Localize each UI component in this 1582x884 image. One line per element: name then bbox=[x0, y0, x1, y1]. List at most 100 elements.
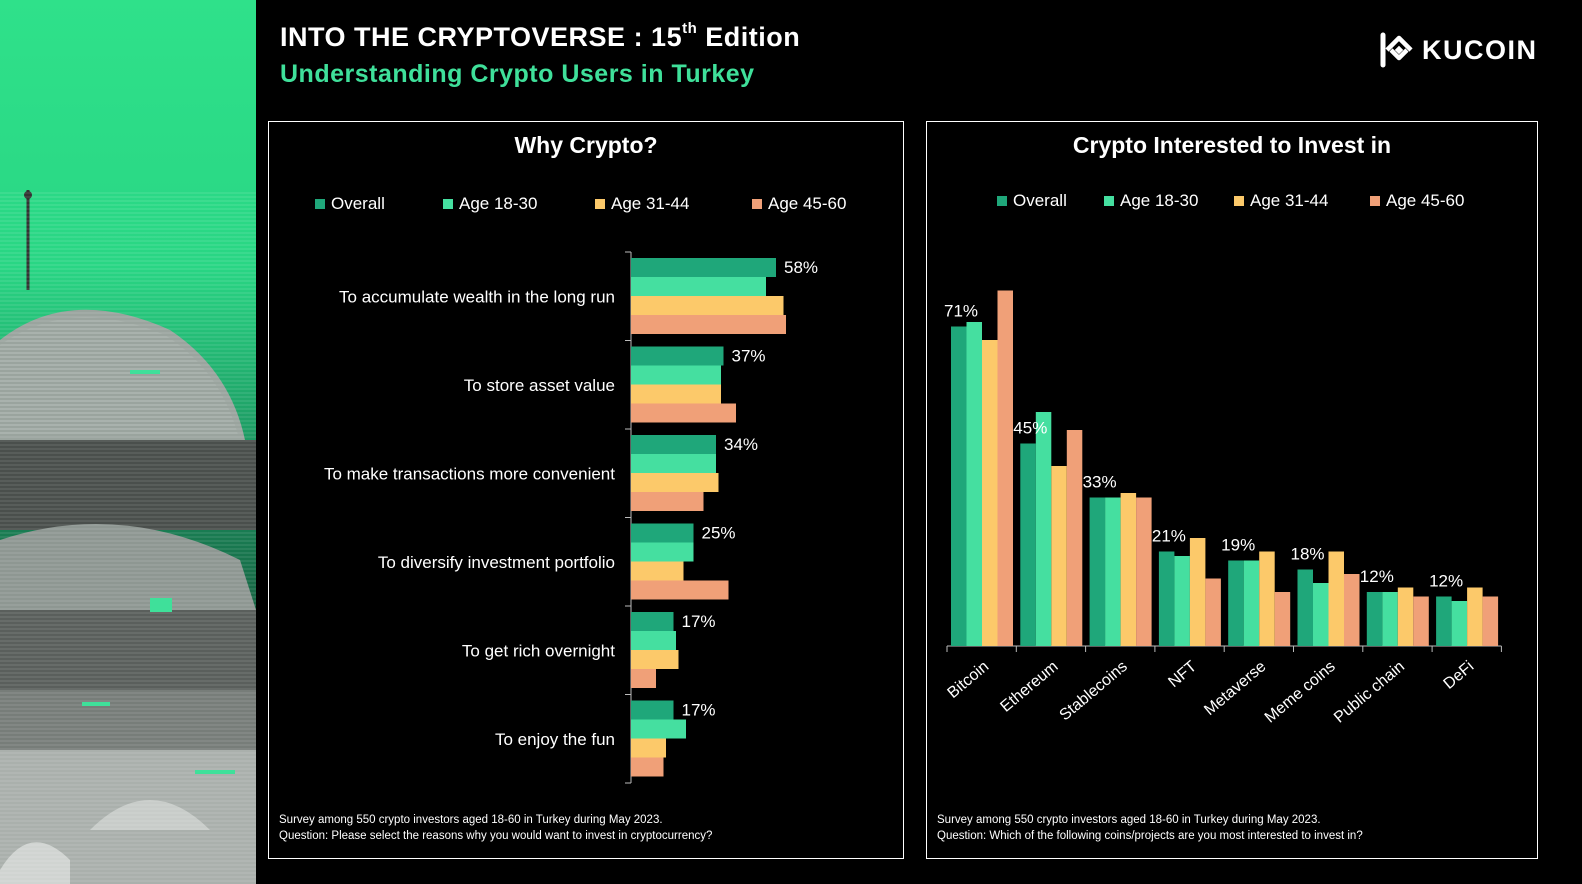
legend-item-age-45-60: Age 45-60 bbox=[1370, 191, 1464, 211]
bar-age-18-30-defi bbox=[1451, 601, 1468, 646]
data-label-bitcoin: 71% bbox=[944, 302, 978, 321]
bar-age-18-30-to-enjoy-the-fun bbox=[631, 719, 686, 739]
legend-swatch-overall bbox=[997, 196, 1007, 206]
bar-age-31-44-to-make-transactions-more-convenient bbox=[631, 473, 719, 492]
legend-item-age-18-30: Age 18-30 bbox=[1104, 191, 1234, 211]
bar-age-45-60-to-get-rich-overnight bbox=[631, 669, 656, 688]
kucoin-logo-icon bbox=[1380, 32, 1413, 68]
bar-age-45-60-to-store-asset-value bbox=[631, 403, 736, 423]
legend-label-age-31-44: Age 31-44 bbox=[611, 194, 690, 213]
why-crypto-panel: Why Crypto? Overall Age 18-30 Age 31-44 … bbox=[268, 121, 904, 859]
bar-age-18-30-to-store-asset-value bbox=[631, 365, 721, 385]
mosque-illustration bbox=[0, 190, 256, 884]
bar-age-18-30-nft bbox=[1174, 556, 1190, 646]
legend-label-age-18-30: Age 18-30 bbox=[1120, 191, 1199, 210]
bar-age-18-30-public-chain bbox=[1382, 592, 1398, 646]
decorative-mosque-image bbox=[0, 0, 256, 884]
legend-item-age-18-30: Age 18-30 bbox=[443, 194, 595, 214]
bar-overall-ethereum bbox=[1020, 443, 1036, 646]
bar-age-45-60-to-diversify-investment-portfolio bbox=[631, 580, 729, 600]
data-label-public-chain: 12% bbox=[1360, 567, 1394, 586]
kucoin-logo: KUCOIN bbox=[1380, 32, 1538, 68]
bar-overall-public-chain bbox=[1366, 592, 1383, 646]
invest-interest-chart: 71% Bitcoin 45% Ethereum 33% Stablecoins 21% NF… bbox=[944, 290, 1502, 727]
legend-swatch-age-18-30 bbox=[1104, 196, 1114, 206]
legend-swatch-age-31-44 bbox=[1234, 196, 1244, 206]
bar-overall-defi bbox=[1436, 596, 1452, 646]
bar-age-31-44-meme-coins bbox=[1328, 551, 1344, 646]
bar-age-31-44-to-diversify-investment-portfolio bbox=[631, 561, 684, 581]
data-label-to-enjoy-the-fun: 17% bbox=[682, 701, 716, 720]
bar-overall-to-get-rich-overnight bbox=[631, 612, 674, 631]
category-label-to-make-transactions-more-convenient: To make transactions more convenient bbox=[324, 464, 615, 483]
bar-age-45-60-to-make-transactions-more-convenient bbox=[631, 492, 704, 511]
bar-age-18-30-metaverse bbox=[1243, 560, 1260, 646]
bar-age-45-60-meme-coins bbox=[1344, 574, 1360, 646]
category-label-to-accumulate-wealth-in-the-long-run: To accumulate wealth in the long run bbox=[339, 287, 615, 306]
data-label-metaverse: 19% bbox=[1221, 536, 1255, 555]
why-crypto-legend: Overall Age 18-30 Age 31-44 Age 45-60 bbox=[315, 194, 846, 214]
bar-overall-to-enjoy-the-fun bbox=[631, 700, 674, 720]
category-label-to-enjoy-the-fun: To enjoy the fun bbox=[495, 730, 615, 749]
bar-age-18-30-to-make-transactions-more-convenient bbox=[631, 454, 716, 473]
bar-age-31-44-nft bbox=[1189, 538, 1206, 646]
bar-age-45-60-ethereum bbox=[1066, 430, 1083, 646]
bar-age-18-30-bitcoin bbox=[966, 322, 982, 646]
bar-age-31-44-metaverse bbox=[1259, 551, 1275, 646]
bar-age-31-44-to-get-rich-overnight bbox=[631, 650, 679, 669]
legend-swatch-age-18-30 bbox=[443, 199, 453, 209]
data-label-to-make-transactions-more-convenient: 34% bbox=[724, 435, 758, 454]
bar-age-18-30-to-accumulate-wealth-in-the-long-run bbox=[631, 277, 766, 296]
legend-swatch-age-31-44 bbox=[595, 199, 605, 209]
category-label-to-get-rich-overnight: To get rich overnight bbox=[462, 641, 615, 660]
title-main: INTO THE CRYPTOVERSE : 15 bbox=[280, 22, 683, 52]
bar-age-18-30-meme-coins bbox=[1313, 583, 1329, 646]
category-label-public-chain: Public chain bbox=[1331, 658, 1408, 726]
legend-item-age-31-44: Age 31-44 bbox=[595, 194, 752, 214]
why-crypto-note-question: Question: Please select the reasons why … bbox=[279, 830, 713, 842]
data-label-nft: 21% bbox=[1152, 527, 1186, 546]
legend-item-overall: Overall bbox=[997, 191, 1104, 211]
category-label-nft: NFT bbox=[1165, 658, 1200, 691]
page-title: INTO THE CRYPTOVERSE : 15th Edition bbox=[280, 20, 801, 53]
bar-age-18-30-to-diversify-investment-portfolio bbox=[631, 542, 694, 562]
bar-age-45-60-bitcoin bbox=[997, 290, 1013, 646]
data-label-ethereum: 45% bbox=[1013, 419, 1047, 438]
bar-age-45-60-public-chain bbox=[1413, 596, 1429, 646]
data-label-to-store-asset-value: 37% bbox=[732, 347, 766, 366]
data-label-to-diversify-investment-portfolio: 25% bbox=[702, 524, 736, 543]
why-crypto-footnote: Survey among 550 crypto investors aged 1… bbox=[279, 812, 712, 844]
invest-interest-footnote: Survey among 550 crypto investors aged 1… bbox=[937, 812, 1363, 844]
bar-overall-to-make-transactions-more-convenient bbox=[631, 435, 716, 454]
legend-item-overall: Overall bbox=[315, 194, 443, 214]
bar-age-18-30-to-get-rich-overnight bbox=[631, 631, 676, 650]
title-edition: Edition bbox=[697, 22, 801, 52]
category-label-to-diversify-investment-portfolio: To diversify investment portfolio bbox=[378, 553, 615, 572]
category-label-bitcoin: Bitcoin bbox=[944, 658, 992, 702]
legend-swatch-age-45-60 bbox=[752, 199, 762, 209]
invest-interest-note-question: Question: Which of the following coins/p… bbox=[937, 830, 1363, 842]
bar-age-31-44-to-accumulate-wealth-in-the-long-run bbox=[631, 296, 784, 315]
bar-overall-metaverse bbox=[1228, 560, 1244, 646]
category-label-stablecoins: Stablecoins bbox=[1057, 658, 1131, 724]
why-crypto-note-survey: Survey among 550 crypto investors aged 1… bbox=[279, 814, 663, 826]
bar-age-45-60-to-accumulate-wealth-in-the-long-run bbox=[631, 315, 786, 334]
bar-age-31-44-public-chain bbox=[1397, 587, 1414, 646]
bar-age-45-60-stablecoins bbox=[1136, 497, 1152, 646]
invest-interest-panel: Crypto Interested to Invest in Overall A… bbox=[926, 121, 1538, 859]
bar-overall-to-accumulate-wealth-in-the-long-run bbox=[631, 258, 776, 277]
bar-age-45-60-defi bbox=[1482, 596, 1499, 646]
category-label-metaverse: Metaverse bbox=[1201, 658, 1269, 719]
invest-interest-legend: Overall Age 18-30 Age 31-44 Age 45-60 bbox=[997, 191, 1464, 211]
title-superscript: th bbox=[682, 20, 698, 37]
bar-overall-stablecoins bbox=[1089, 497, 1106, 646]
legend-swatch-overall bbox=[315, 199, 325, 209]
why-crypto-chart: To accumulate wealth in the long run 58% T… bbox=[324, 251, 818, 784]
legend-label-age-45-60: Age 45-60 bbox=[768, 194, 847, 213]
bar-overall-bitcoin bbox=[951, 326, 967, 646]
data-label-defi: 12% bbox=[1429, 572, 1463, 591]
invest-interest-title: Crypto Interested to Invest in bbox=[1072, 132, 1392, 158]
bar-age-45-60-metaverse bbox=[1274, 592, 1291, 646]
legend-label-age-31-44: Age 31-44 bbox=[1250, 191, 1329, 210]
page-subtitle: Understanding Crypto Users in Turkey bbox=[280, 60, 755, 88]
